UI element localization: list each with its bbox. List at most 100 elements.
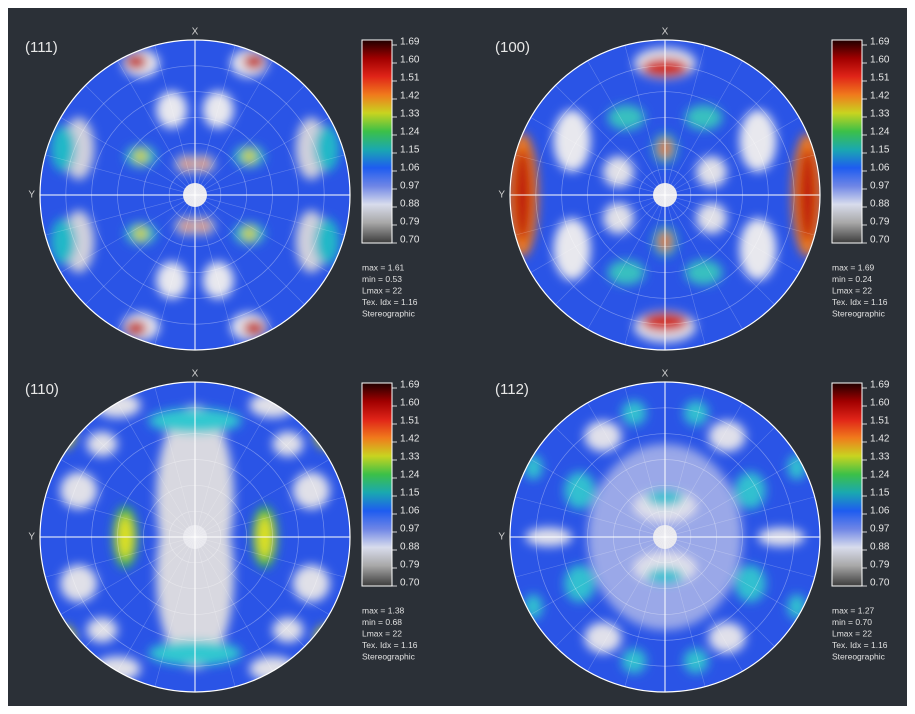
intensity-region (739, 109, 777, 172)
intensity-region (60, 471, 98, 510)
colorbar-label: 1.15 (870, 488, 890, 499)
colorbar-label: 1.51 (870, 416, 890, 427)
intensity-region (685, 260, 723, 285)
intensity-region (182, 221, 192, 231)
intensity-region (156, 91, 188, 129)
intensity-region (564, 564, 596, 603)
stat-line: Lmax = 22 (362, 285, 402, 295)
texture (50, 49, 340, 341)
colorbar-label: 1.06 (400, 163, 420, 174)
stat-line: min = 0.70 (832, 617, 872, 627)
colorbar-label: 0.79 (400, 217, 420, 228)
stat-line: max = 1.27 (832, 605, 875, 615)
y-axis-label: Y (498, 190, 505, 201)
intensity-region (683, 400, 709, 426)
colorbar-label: 1.69 (870, 37, 890, 48)
x-axis-label: X (662, 27, 669, 38)
stat-line: Stereographic (832, 308, 886, 318)
x-axis-label: X (192, 369, 199, 380)
colorbar-label: 0.70 (870, 235, 890, 246)
intensity-region (292, 564, 330, 603)
colorbar-label: 0.88 (870, 199, 890, 210)
stat-line: Tex. Idx = 1.16 (362, 297, 418, 307)
intensity-region (272, 617, 304, 643)
stat-line: Stereographic (832, 651, 886, 661)
intensity-region (739, 218, 777, 281)
intensity-region (734, 471, 766, 510)
colorbar-label: 0.88 (400, 199, 420, 210)
intensity-region (134, 148, 147, 164)
colorbar-label: 1.60 (870, 398, 890, 409)
intensity-region (683, 648, 709, 674)
stat-line: max = 1.69 (832, 262, 875, 272)
intensity-region (292, 471, 330, 510)
y-axis-label: Y (28, 190, 35, 201)
colorbar-label: 1.69 (400, 37, 420, 48)
intensity-region (314, 125, 340, 172)
intensity-region (696, 156, 727, 188)
colorbar-label: 1.42 (870, 91, 890, 102)
panel-label: (111) (25, 39, 58, 56)
intensity-region (584, 622, 622, 654)
x-axis-label: X (662, 369, 669, 380)
colorbar-label: 1.24 (400, 127, 420, 138)
x-axis-label: X (192, 27, 199, 38)
intensity-region (603, 202, 634, 234)
y-axis-label: Y (28, 532, 35, 543)
intensity-region (50, 218, 76, 265)
colorbar-label: 1.06 (870, 506, 890, 517)
intensity-region (553, 218, 591, 281)
stat-line: Stereographic (362, 651, 416, 661)
colorbar-label: 1.51 (400, 416, 420, 427)
colorbar-label: 1.24 (870, 127, 890, 138)
intensity-region (50, 125, 76, 172)
pole-outline (509, 39, 821, 351)
colorbar-label: 0.79 (400, 560, 420, 571)
y-axis-label: Y (498, 532, 505, 543)
intensity-region (156, 261, 188, 299)
colorbar-label: 1.15 (400, 488, 420, 499)
colorbar-label: 0.88 (400, 542, 420, 553)
colorbar-label: 1.33 (870, 109, 890, 120)
colorbar-label: 0.79 (870, 560, 890, 571)
stat-line: min = 0.24 (832, 274, 872, 284)
colorbar-label: 1.33 (400, 452, 420, 463)
intensity-region (198, 159, 208, 169)
pole-figure-panel: (111) X Y 1.69 1.60 1.51 1.42 1.33 1.24 1.15 1.06 0… (25, 27, 420, 351)
colorbar-label: 1.06 (870, 163, 890, 174)
panel-label: (112) (495, 381, 529, 398)
pole-outline (509, 381, 821, 693)
stat-line: Lmax = 22 (832, 285, 872, 295)
intensity-region (553, 109, 591, 172)
colorbar-label: 1.51 (400, 73, 420, 84)
intensity-region (314, 218, 340, 265)
intensity-region (125, 320, 147, 337)
colorbar-label: 0.70 (870, 578, 890, 589)
intensity-region (182, 159, 192, 169)
intensity-region (685, 105, 723, 130)
colorbar-label: 1.51 (870, 73, 890, 84)
stat-line: min = 0.68 (362, 617, 402, 627)
pole-outline (39, 381, 351, 693)
colorbar-label: 1.15 (870, 145, 890, 156)
colorbar-label: 1.60 (400, 55, 420, 66)
colorbar-label: 1.15 (400, 145, 420, 156)
intensity-region (696, 202, 727, 234)
colorbar-label: 1.60 (870, 55, 890, 66)
colorbar (361, 39, 393, 244)
colorbar-label: 1.33 (400, 109, 420, 120)
colorbar-label: 1.69 (870, 380, 890, 391)
intensity-region (621, 400, 647, 426)
pole-figure-panel: (110) X Y 1.69 1.60 1.51 1.42 1.33 1.24 1.15 1.06 0… (25, 369, 420, 693)
intensity-region (621, 648, 647, 674)
colorbar-label: 0.88 (870, 542, 890, 553)
colorbar-label: 0.97 (870, 524, 890, 535)
intensity-region (243, 320, 265, 337)
colorbar-label: 1.42 (400, 91, 420, 102)
intensity-region (272, 431, 304, 457)
colorbar-label: 0.79 (870, 217, 890, 228)
stat-line: max = 1.61 (362, 262, 405, 272)
colorbar-label: 0.97 (870, 181, 890, 192)
colorbar (831, 39, 863, 244)
